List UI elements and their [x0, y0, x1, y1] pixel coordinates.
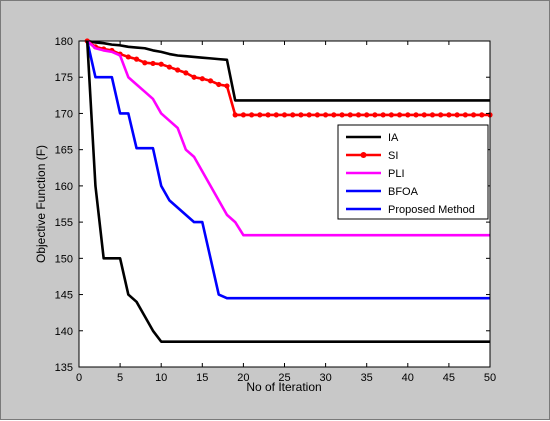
legend-marker-1 — [360, 152, 367, 158]
series-1-point-29 — [323, 112, 329, 118]
series-1-point-20 — [249, 112, 255, 118]
series-1-point-22 — [265, 112, 271, 118]
legend-label-4: Proposed Method — [388, 204, 475, 216]
y-tick-label: 135 — [55, 362, 73, 374]
series-1-point-16 — [216, 81, 222, 88]
legend-box — [337, 124, 489, 220]
series-1-point-8 — [150, 60, 156, 67]
y-axis-title: Objective Function (F) — [34, 145, 48, 263]
series-1-point-27 — [306, 112, 312, 118]
axes-layer: 0 5 10 15 20 25 30 35 40 45 50 135 140 145 150 155 160 16… — [55, 36, 496, 384]
series-1-point-42 — [429, 112, 436, 118]
series-1-point-19 — [240, 112, 246, 118]
series-line-4 — [85, 40, 490, 343]
series-1-point-37 — [388, 112, 394, 118]
series-1-point-17 — [224, 83, 230, 89]
series-1-point-48 — [479, 112, 485, 118]
series-line-3 — [85, 40, 490, 300]
series-1-point-15 — [207, 78, 214, 84]
series-1-point-40 — [413, 112, 419, 118]
series-1-point-30 — [331, 112, 337, 118]
series-1-point-36 — [380, 112, 386, 118]
series-1-point-46 — [462, 112, 468, 118]
series-1-point-31 — [339, 112, 345, 118]
series-1-point-24 — [281, 112, 288, 118]
x-tick-label: 35 — [361, 372, 373, 384]
series-1-point-23 — [273, 112, 279, 118]
legend-label-2: PLI — [388, 168, 405, 180]
series-1-point-32 — [347, 112, 353, 118]
x-tick-label: 25 — [278, 372, 290, 384]
series-1-point-44 — [446, 112, 452, 118]
series-1-point-47 — [470, 112, 477, 118]
series-1-point-39 — [405, 112, 411, 118]
series-1-point-34 — [364, 112, 370, 118]
series-1-point-25 — [290, 112, 296, 118]
series-1-point-9 — [158, 61, 164, 67]
x-tick-label: 5 — [117, 372, 123, 384]
y-tick-label: 140 — [55, 326, 73, 338]
legend: IA SI PLI BFOA Proposed Method — [337, 124, 489, 220]
series-1-point-41 — [421, 112, 427, 118]
series-1-point-5 — [125, 54, 131, 60]
y-tick-label: 155 — [55, 217, 73, 229]
y-tick-label: 170 — [55, 108, 73, 120]
y-tick-label: 150 — [55, 253, 73, 265]
series-1-point-12 — [183, 70, 189, 76]
series-1-point-7 — [142, 60, 148, 66]
y-tick-label: 175 — [55, 72, 73, 84]
series-1-point-10 — [166, 64, 173, 70]
legend-label-1: SI — [388, 150, 398, 162]
y-tick-label: 165 — [55, 145, 73, 157]
series-1-point-6 — [133, 56, 140, 62]
legend-label-3: BFOA — [388, 186, 419, 198]
series-1-point-11 — [175, 67, 181, 73]
x-tick-label: 40 — [402, 372, 414, 384]
series-1-point-18 — [232, 112, 238, 118]
x-tick-label: 20 — [237, 372, 249, 384]
x-tick-label: 30 — [319, 372, 331, 384]
x-axis-title: No of Iteration — [246, 380, 321, 394]
legend-label-0: IA — [388, 132, 399, 144]
series-1-point-35 — [372, 112, 378, 118]
series-line-0 — [86, 39, 490, 102]
x-tick-label: 15 — [196, 372, 208, 384]
series-1-point-33 — [355, 112, 362, 118]
x-tick-label: 50 — [484, 372, 496, 384]
y-tick-label: 145 — [55, 290, 73, 302]
series-1-point-28 — [314, 112, 320, 118]
x-tick-label: 45 — [443, 372, 455, 384]
series-1-point-14 — [199, 76, 205, 82]
y-tick-label: 160 — [55, 181, 73, 193]
series-1-point-38 — [396, 112, 403, 118]
x-tick-label: 10 — [155, 372, 167, 384]
x-tick-label: 0 — [76, 372, 82, 384]
y-tick-label: 180 — [55, 36, 73, 48]
series-layer — [84, 38, 493, 343]
series-1-point-13 — [191, 74, 197, 80]
series-1-point-43 — [438, 112, 444, 118]
series-line-2 — [86, 40, 490, 237]
series-1-point-21 — [257, 112, 263, 118]
series-1-point-45 — [454, 112, 460, 118]
series-1-point-26 — [298, 112, 304, 118]
